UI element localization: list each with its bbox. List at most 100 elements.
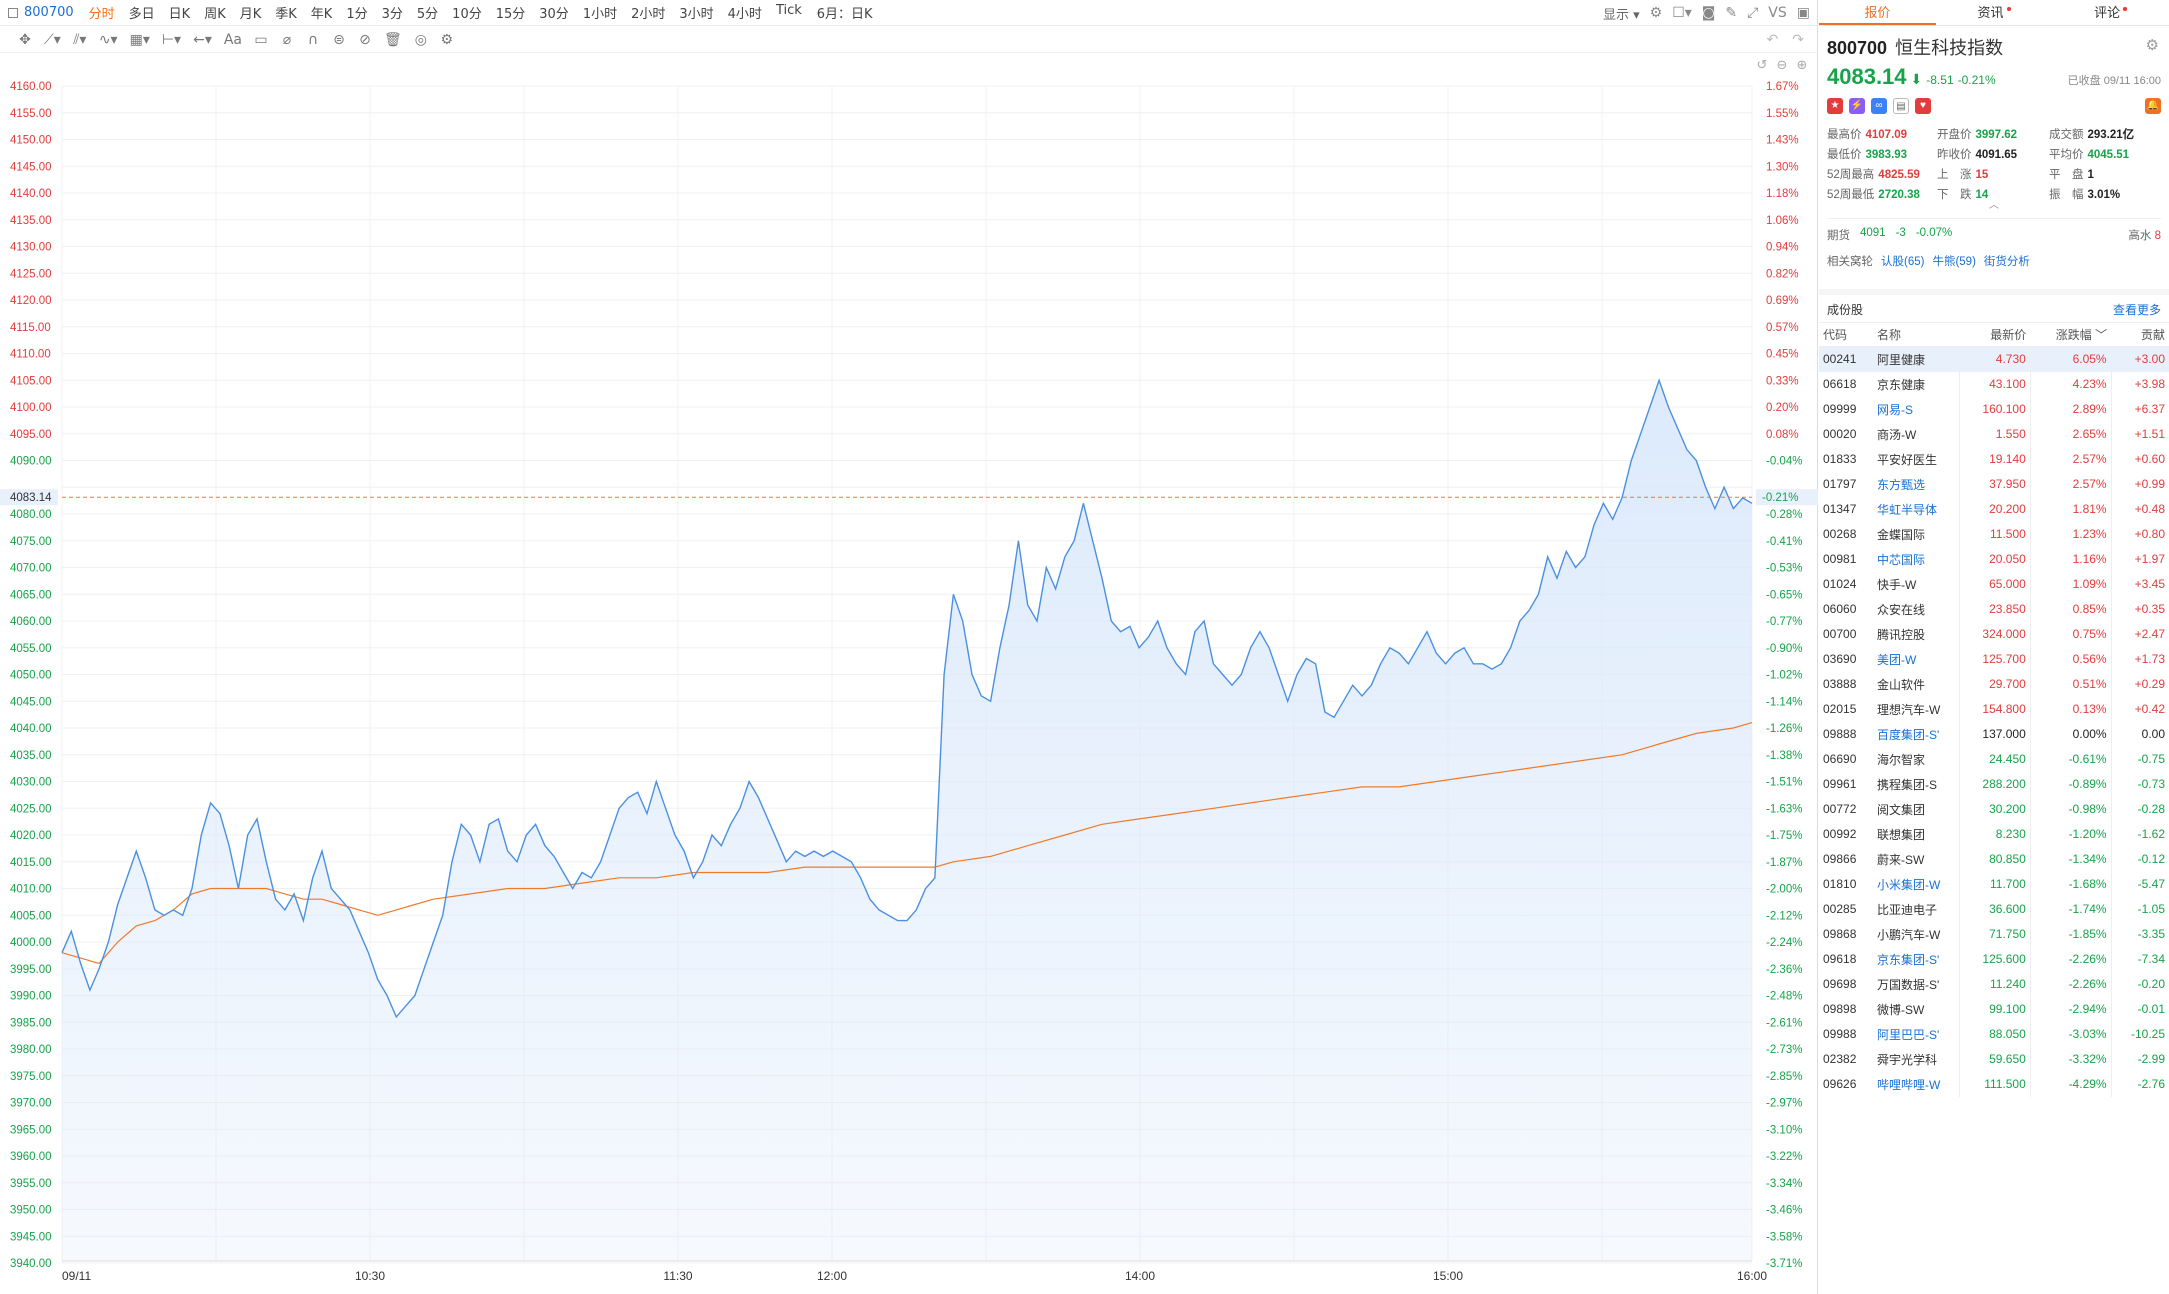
table-row[interactable]: 00992 联想集团 8.230 -1.20% -1.62	[1819, 821, 2169, 847]
link-street-analysis[interactable]: 街货分析	[1983, 256, 2030, 268]
table-row[interactable]: 09698 万国数据-S' 11.240 -2.26% -0.20	[1819, 971, 2169, 997]
layout-toggle-icon[interactable]	[8, 7, 18, 18]
arrow-tool-icon[interactable]: ←▾	[193, 31, 212, 48]
period-tab[interactable]: 日K	[168, 7, 191, 22]
month-select[interactable]: 6月：日K	[816, 7, 873, 22]
table-row[interactable]: 02015 理想汽车-W 154.800 0.13% +0.42	[1819, 696, 2169, 722]
link-icon[interactable]: ∞	[1871, 98, 1887, 114]
wave-tool-icon[interactable]: ∿▾	[98, 31, 118, 48]
table-row[interactable]: 00241 阿里健康 4.730 6.05% +3.00	[1819, 346, 2169, 372]
alert-bell-icon[interactable]: 🔔	[2145, 98, 2161, 114]
link-cbbc[interactable]: 牛熊(59)	[1932, 256, 1976, 268]
line-tool-icon[interactable]: ⟋▾	[44, 31, 61, 48]
table-row[interactable]: 00020 商汤-W 1.550 2.65% +1.51	[1819, 421, 2169, 447]
period-tab[interactable]: 2小时	[631, 7, 666, 22]
symbol-code[interactable]: 800700	[24, 5, 74, 20]
period-tab[interactable]: 分时	[88, 7, 115, 22]
lock-icon[interactable]: ⊜	[333, 31, 345, 48]
table-row[interactable]: 01024 快手-W 65.000 1.09% +3.45	[1819, 571, 2169, 597]
period-tab[interactable]: 周K	[204, 7, 226, 22]
period-tab[interactable]: 4小时	[727, 7, 762, 22]
text-tool-icon[interactable]: Aa	[223, 31, 243, 48]
period-tab[interactable]: 1分	[346, 7, 368, 22]
reset-zoom-icon[interactable]: ↺	[1757, 58, 1768, 73]
col-change-pct[interactable]: 涨跌幅 ﹀	[2030, 322, 2112, 347]
visibility-icon[interactable]: ◎	[414, 31, 427, 48]
table-row[interactable]: 09988 阿里巴巴-S' 88.050 -3.03% -10.25	[1819, 1021, 2169, 1047]
compare-button[interactable]: VS	[1768, 5, 1787, 21]
camera-icon[interactable]: ◙	[1701, 5, 1716, 21]
range-tool-icon[interactable]: ⊢▾	[161, 31, 182, 48]
col-price[interactable]: 最新价	[1959, 322, 2031, 347]
move-icon[interactable]: ✥	[19, 31, 31, 48]
period-tab[interactable]: 季K	[275, 7, 297, 22]
period-tab[interactable]: 30分	[539, 7, 569, 22]
table-row[interactable]: 09626 哔哩哔哩-W 111.500 -4.29% -2.76	[1819, 1071, 2169, 1097]
table-row[interactable]: 06618 京东健康 43.100 4.23% +3.98	[1819, 371, 2169, 397]
heart-icon[interactable]: ♥	[1915, 98, 1931, 114]
view-more-link[interactable]: 查看更多	[2112, 303, 2161, 317]
table-row[interactable]: 00268 金蝶国际 11.500 1.23% +0.80	[1819, 521, 2169, 547]
table-row[interactable]: 09999 网易-S 160.100 2.89% +6.37	[1819, 396, 2169, 422]
table-row[interactable]: 01347 华虹半导体 20.200 1.81% +0.48	[1819, 496, 2169, 522]
magnet-icon[interactable]: ∩	[307, 31, 319, 48]
table-row[interactable]: 03888 金山软件 29.700 0.51% +0.29	[1819, 671, 2169, 697]
eraser-icon[interactable]: ⌀	[282, 31, 292, 48]
draw-icon[interactable]: ✎	[1725, 5, 1738, 21]
period-tab[interactable]: 1小时	[582, 7, 618, 22]
settings-icon[interactable]: ⚙	[1649, 5, 1663, 21]
settings-icon[interactable]: ⚙	[2145, 37, 2159, 54]
table-row[interactable]: 02382 舜宇光学科 59.650 -3.32% -2.99	[1819, 1046, 2169, 1072]
col-code[interactable]: 代码	[1819, 322, 1873, 347]
tab-news[interactable]: 资讯	[1936, 0, 2053, 25]
table-row[interactable]: 01797 东方甄选 37.950 2.57% +0.99	[1819, 471, 2169, 497]
tab-quote[interactable]: 报价	[1819, 0, 1936, 25]
hide-icon[interactable]: ⊘	[359, 31, 371, 48]
panel-toggle-icon[interactable]: ▣	[1796, 5, 1810, 21]
table-row[interactable]: 01833 平安好医生 19.140 2.57% +0.60	[1819, 446, 2169, 472]
tab-comments[interactable]: 评论	[2052, 0, 2169, 25]
table-row[interactable]: 00285 比亚迪电子 36.600 -1.74% -1.05	[1819, 896, 2169, 922]
fullscreen-icon[interactable]: ⤢	[1747, 5, 1759, 21]
table-row[interactable]: 06690 海尔智家 24.450 -0.61% -0.75	[1819, 746, 2169, 772]
table-row[interactable]: 00981 中芯国际 20.050 1.16% +1.97	[1819, 546, 2169, 572]
period-tab[interactable]: 5分	[416, 7, 439, 22]
draw-settings-icon[interactable]: ⚙	[440, 31, 454, 48]
indicator-icon[interactable]: ☐▾	[1672, 5, 1692, 21]
col-name[interactable]: 名称	[1873, 322, 1959, 347]
table-row[interactable]: 09866 蔚来-SW 80.850 -1.34% -0.12	[1819, 846, 2169, 872]
table-row[interactable]: 03690 美团-W 125.700 0.56% +1.73	[1819, 646, 2169, 672]
intraday-chart[interactable]: 4083.14 -0.21% 4160.00 4155.00 4150.00 4145.…	[0, 53, 1818, 1294]
table-row[interactable]: 09898 微博-SW 99.100 -2.94% -0.01	[1819, 996, 2169, 1022]
undo-icon[interactable]: ↶	[1766, 31, 1779, 48]
period-tab[interactable]: 3小时	[679, 7, 714, 22]
link-warrants[interactable]: 认股(65)	[1881, 256, 1925, 268]
period-tab[interactable]: 3分	[381, 7, 403, 22]
display-menu[interactable]: 显示 ▾	[1602, 7, 1640, 23]
zoom-in-icon[interactable]: ⊕	[1797, 58, 1808, 73]
table-row[interactable]: 00700 腾讯控股 324.000 0.75% +2.47	[1819, 621, 2169, 647]
fib-tool-icon[interactable]: ▦▾	[129, 31, 150, 48]
comment-tool-icon[interactable]: ▭	[254, 31, 268, 48]
star-icon[interactable]: ★	[1827, 98, 1843, 114]
col-contrib[interactable]: 贡献	[2111, 322, 2169, 347]
table-row[interactable]: 09888 百度集团-S' 137.000 0.00% 0.00	[1819, 721, 2169, 747]
flash-icon[interactable]: ⚡	[1849, 98, 1865, 114]
table-row[interactable]: 01810 小米集团-W 11.700 -1.68% -5.47	[1819, 871, 2169, 897]
period-tab[interactable]: 多日	[128, 7, 155, 22]
zoom-out-icon[interactable]: ⊖	[1777, 58, 1788, 73]
period-tab[interactable]: 月K	[239, 7, 262, 22]
table-row[interactable]: 09868 小鹏汽车-W 71.750 -1.85% -3.35	[1819, 921, 2169, 947]
chevron-up-icon[interactable]: ︿	[1989, 200, 1999, 211]
table-row[interactable]: 06060 众安在线 23.850 0.85% +0.35	[1819, 596, 2169, 622]
table-row[interactable]: 09961 携程集团-S 288.200 -0.89% -0.73	[1819, 771, 2169, 797]
delete-icon[interactable]: 🗑	[384, 31, 402, 48]
note-icon[interactable]: ▤	[1893, 98, 1909, 114]
period-tab[interactable]: 年K	[310, 7, 333, 22]
redo-icon[interactable]: ↷	[1792, 31, 1804, 48]
table-row[interactable]: 00772 阅文集团 30.200 -0.98% -0.28	[1819, 796, 2169, 822]
period-tab[interactable]: 15分	[495, 7, 526, 22]
period-tab[interactable]: 10分	[452, 7, 482, 22]
table-row[interactable]: 09618 京东集团-S' 125.600 -2.26% -7.34	[1819, 946, 2169, 972]
channel-tool-icon[interactable]: ⫽▾	[73, 31, 87, 48]
